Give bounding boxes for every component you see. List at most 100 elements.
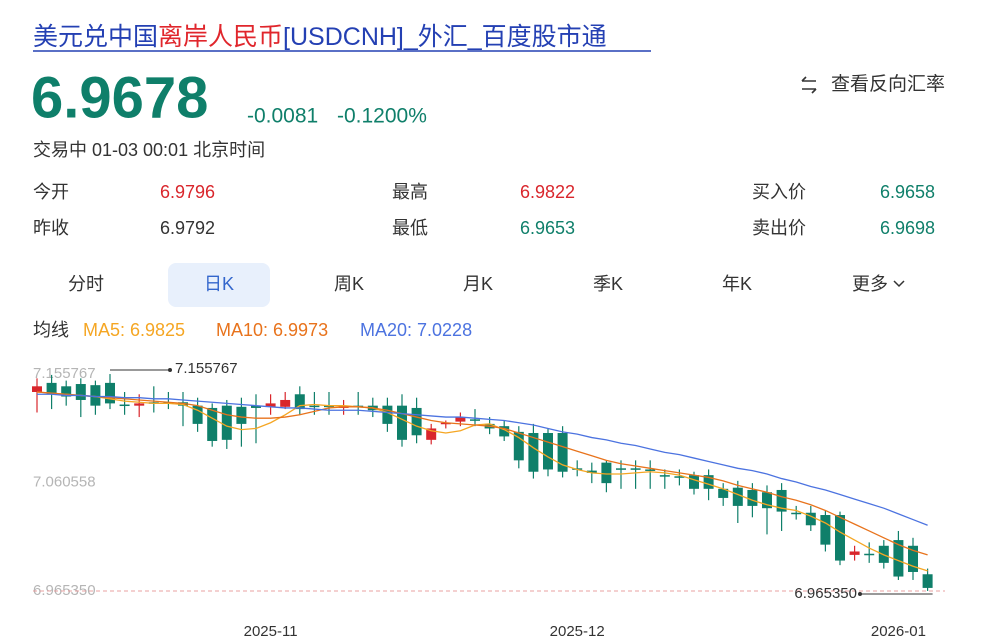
- candle-body: [32, 386, 42, 392]
- candle-body: [221, 405, 232, 440]
- x-tick-label: 2025-11: [244, 623, 298, 639]
- candle-body: [426, 428, 437, 440]
- candle-body: [922, 574, 933, 588]
- candle-body: [119, 404, 130, 407]
- active-tab-bg: [168, 263, 270, 307]
- y-tick-label: 7.060558: [33, 473, 96, 490]
- candle-body: [90, 385, 101, 406]
- candle-body: [207, 407, 218, 441]
- candle-body: [835, 515, 845, 561]
- candle-body: [732, 487, 743, 506]
- candle-body: [543, 433, 553, 470]
- candle-body: [309, 405, 320, 408]
- candle-body: [645, 469, 656, 471]
- candle-body: [557, 433, 568, 472]
- candle-body: [849, 551, 860, 555]
- title-part[interactable]: [USDCNH]_外汇_百度股市通: [283, 23, 607, 51]
- stat-value: 6.9792: [160, 218, 215, 238]
- candle-body: [791, 512, 802, 515]
- candle-body: [718, 488, 729, 498]
- candle-body: [382, 405, 393, 424]
- candle-body: [820, 515, 831, 545]
- legend-entry: MA5: 6.9825: [83, 320, 185, 340]
- candle-body: [674, 476, 685, 478]
- candle-body: [324, 405, 334, 408]
- stat-label: 买入价: [752, 182, 806, 202]
- high-dot: [168, 368, 172, 373]
- candle-body: [61, 386, 72, 397]
- reverse-link[interactable]: 查看反向汇率: [831, 73, 945, 95]
- ma-line: [36, 391, 928, 556]
- candle-body: [528, 433, 539, 472]
- stat-value: 6.9822: [520, 182, 575, 202]
- candle-body: [601, 462, 612, 484]
- tab[interactable]: 更多: [852, 274, 888, 294]
- candle-body: [280, 399, 291, 407]
- candle-body: [134, 403, 145, 406]
- candle-body: [805, 512, 816, 526]
- chevron[interactable]: [893, 280, 905, 288]
- arrow: [801, 76, 816, 82]
- candle-body: [513, 431, 524, 461]
- candle-body: [236, 406, 247, 424]
- tab[interactable]: 年K: [722, 274, 752, 294]
- candle-body: [893, 540, 904, 577]
- x-tick-label: 2025-12: [550, 623, 605, 639]
- tab[interactable]: 日K: [204, 274, 234, 294]
- candle-body: [251, 405, 261, 408]
- price: 6.9678: [31, 65, 208, 130]
- x-tick-label: 2026-01: [871, 623, 926, 639]
- stat-value: 6.9698: [880, 218, 935, 238]
- ma-line: [37, 393, 928, 526]
- candle-body: [586, 470, 597, 473]
- legend-entry: MA20: 7.0228: [360, 320, 472, 340]
- candle-body: [689, 475, 699, 489]
- stat-value: 6.9796: [160, 182, 215, 202]
- stat-label: 最低: [392, 218, 428, 238]
- arrow: [802, 88, 817, 94]
- candle-body: [192, 405, 203, 424]
- tab[interactable]: 季K: [593, 274, 623, 294]
- legend-entry: MA10: 6.9973: [216, 320, 328, 340]
- candle-body: [659, 475, 670, 477]
- tab[interactable]: 分时: [68, 274, 104, 294]
- low-label: 6.965350: [794, 585, 857, 602]
- candle-body: [864, 553, 875, 556]
- ma-title: 均线: [33, 320, 69, 340]
- candle-body: [908, 545, 918, 572]
- candle-body: [294, 394, 305, 410]
- title-part[interactable]: 离岸人民币: [158, 23, 283, 51]
- stat-label: 最高: [392, 182, 428, 202]
- candle-body: [630, 468, 641, 470]
- stat-label: 昨收: [33, 218, 69, 238]
- candle-body: [499, 426, 510, 437]
- candle-body: [265, 403, 276, 407]
- high-label: 7.155767: [175, 360, 238, 377]
- change-pct: -0.1200%: [337, 105, 427, 128]
- stat-label: 今开: [33, 182, 69, 202]
- stat-label: 卖出价: [752, 218, 806, 238]
- candle-body: [470, 419, 480, 421]
- candle-body: [762, 492, 772, 509]
- tab[interactable]: 周K: [334, 274, 364, 294]
- candle-body: [105, 382, 115, 404]
- candle-body: [411, 407, 422, 436]
- low-dot: [858, 591, 862, 596]
- y-tick-label: 6.965350: [33, 582, 96, 599]
- ma-line: [36, 391, 928, 572]
- candle-body: [616, 468, 626, 470]
- candle-body: [440, 422, 451, 425]
- candle-body: [75, 384, 86, 400]
- title-part[interactable]: 美元兑中国: [33, 23, 158, 51]
- stat-value: 6.9658: [880, 182, 935, 202]
- y-tick-label: 7.155767: [33, 365, 96, 382]
- reverse-icon[interactable]: [801, 76, 817, 94]
- title[interactable]: 美元兑中国离岸人民币[USDCNH]_外汇_百度股市通: [33, 23, 607, 51]
- candle-body: [455, 417, 466, 422]
- stat-value: 6.9653: [520, 218, 575, 238]
- candle-body: [397, 405, 407, 440]
- candle-body: [46, 382, 57, 395]
- tab[interactable]: 月K: [463, 274, 493, 294]
- candle-body: [747, 489, 758, 506]
